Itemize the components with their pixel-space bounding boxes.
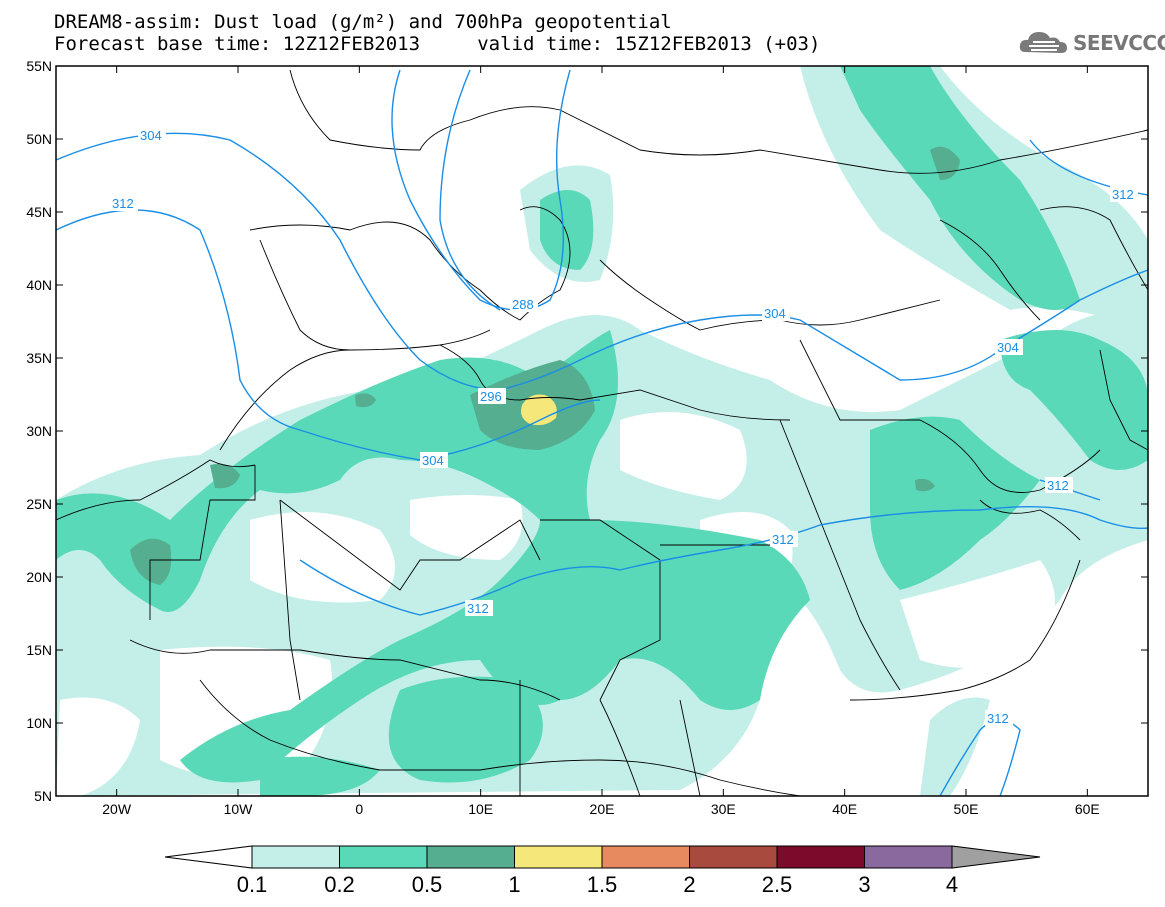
lon-tick-label: 60E [1075,801,1100,817]
colorbar-over-triangle [951,845,1041,869]
contour-label: 312 [467,601,489,616]
contour-label: 312 [112,196,134,211]
lat-tick-label: 25N [26,496,52,512]
lat-tick-label: 20N [26,569,52,585]
contour-label: 312 [772,532,794,547]
contour-label: 312 [1047,478,1069,493]
lat-tick-label: 15N [26,642,52,658]
lon-tick-label: 50E [954,801,979,817]
colorbar: 0.1 0.2 0.5 1 1.5 2 2.5 3 4 [164,845,1041,897]
colorbar-label: 2.5 [762,872,793,897]
colorbar-swatch [864,845,953,869]
lat-tick-label: 45N [26,204,52,220]
colorbar-swatch [339,845,428,869]
lon-tick-label: 30E [711,801,736,817]
colorbar-label: 0.2 [324,872,355,897]
contour-label: 288 [512,297,534,312]
colorbar-swatch [689,845,778,869]
colorbar-swatch [514,845,603,869]
lat-tick-label: 35N [26,350,52,366]
seevccc-logo: SEEVCCC [1017,26,1165,60]
dust-shading [56,66,1148,796]
colorbar-label: 4 [946,872,958,897]
colorbar-label: 0.1 [237,872,268,897]
lon-tick-label: 40E [832,801,857,817]
lon-tick-label: 10W [224,801,254,817]
colorbar-swatch [776,845,865,869]
lat-tick-label: 10N [26,715,52,731]
contour-label: 296 [480,389,502,404]
contour-label: 304 [764,306,786,321]
lat-tick-label: 50N [26,131,52,147]
colorbar-label: 2 [683,872,695,897]
colorbar-under-triangle [164,845,253,869]
colorbar-label: 0.5 [412,872,443,897]
lat-tick-label: 55N [26,58,52,74]
contour-label: 304 [140,128,162,143]
colorbar-label: 1.5 [587,872,618,897]
logo-text: SEEVCCC [1073,31,1165,55]
colorbar-swatch [601,845,690,869]
map-title: DREAM8-assim: Dust load (g/m²) and 700hP… [54,11,672,33]
contour-labels: 304 312 288 296 304 304 312 312 312 304 … [110,127,1138,726]
lon-tick-label: 0 [355,801,363,817]
lon-tick-label: 20W [102,801,132,817]
dust-level-0.2 [56,66,1148,796]
lon-tick-label: 10E [468,801,493,817]
lat-tick-label: 40N [26,277,52,293]
contour-label: 304 [997,340,1019,355]
contour-label: 312 [987,711,1009,726]
cloud-icon [1019,32,1067,53]
lat-tick-label: 5N [34,788,52,804]
country-borders [56,69,1148,796]
dust-level-1 [521,394,557,426]
colorbar-label: 3 [858,872,870,897]
lat-tick-label: 30N [26,423,52,439]
colorbar-swatch [426,845,515,869]
forecast-time-line: Forecast base time: 12Z12FEB2013 valid t… [54,33,821,55]
colorbar-label: 1 [508,872,520,897]
lon-tick-label: 20E [590,801,615,817]
colorbar-swatch [251,845,340,869]
contour-label: 312 [1112,187,1134,202]
contour-label: 304 [422,453,444,468]
axis-ticks: 55N 50N 45N 40N 35N 30N 25N 20N 15N 10N 5N 20W 10W 0 1… [26,58,1148,817]
